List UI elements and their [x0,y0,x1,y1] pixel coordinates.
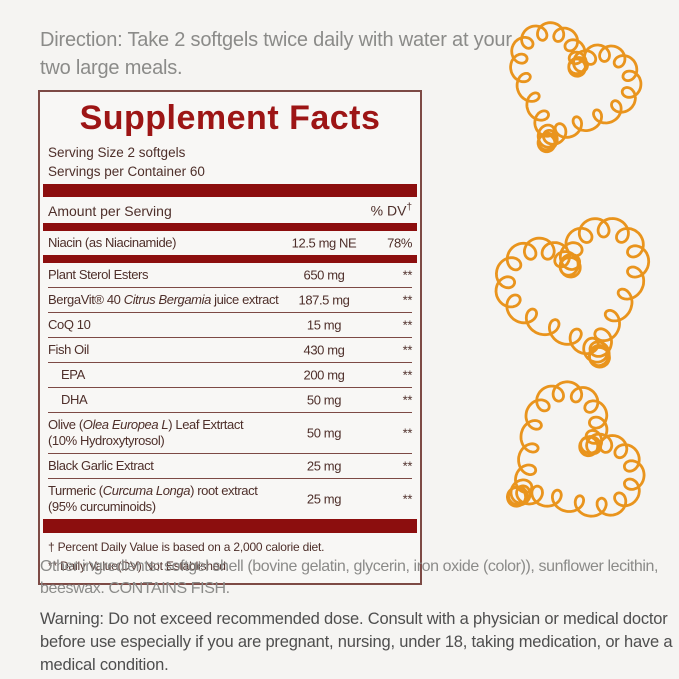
warning-text: Warning: Do not exceed recommended dose.… [40,610,673,675]
ingredient-amount: 200 mg [303,367,345,383]
divider-bar-thick [43,184,417,198]
ingredient-row-plant-sterol: Plant Sterol Esters 650 mg ** [48,263,412,287]
ingredient-amount: 187.5 mg [298,292,350,308]
ingredient-amount: 25 mg [306,491,342,507]
ingredient-dv: ** [402,342,413,358]
ingredient-amount: 15 mg [306,317,342,333]
ingredient-name: Black Garlic Extract [48,458,154,474]
ingredient-amount: 12.5 mg NE [291,235,357,251]
ingredient-dv: ** [402,392,413,408]
ingredient-dv: ** [402,267,413,283]
ingredient-amount: 50 mg [306,425,342,441]
divider-bar-medium [43,255,417,264]
ingredient-name: Fish Oil [48,342,89,358]
ingredient-name: CoQ 10 [48,317,91,333]
ingredient-row-black-garlic: Black Garlic Extract 25 mg ** [48,453,412,478]
footnotes: † Percent Daily Value is based on a 2,00… [48,533,412,575]
serving-size: Serving Size 2 softgels [48,145,186,161]
ingredient-dv: 78% [387,235,412,251]
ingredient-name: Plant Sterol Esters [48,267,149,283]
amount-per-serving-label: Amount per Serving [48,203,172,220]
footnote-dv-not-established: ** Daily Value(DV) Not Established. [48,558,229,573]
ingredient-name: BergaVit® 40 Citrus Bergamia juice extra… [48,292,279,308]
ingredient-dv: ** [402,367,413,383]
divider-bar-thick [43,519,417,534]
ingredient-row-turmeric: Turmeric (Curcuma Longa) root extract (9… [48,478,412,519]
ingredient-dv: ** [402,425,413,441]
ingredient-amount: 430 mg [303,342,345,358]
ingredient-name: Niacin (as Niacinamide) [48,235,177,251]
divider-bar-medium [43,223,417,232]
ingredient-row-dha: DHA 50 mg ** [48,387,412,412]
ingredient-row-coq10: CoQ 10 15 mg ** [48,312,412,337]
ingredient-row-bergavit: BergaVit® 40 Citrus Bergamia juice extra… [48,287,412,312]
servings-per-container: Servings per Container 60 [48,164,205,180]
ingredient-dv: ** [402,317,413,333]
ingredient-row-epa: EPA 200 mg ** [48,362,412,387]
ingredient-amount: 650 mg [303,267,345,283]
ingredient-name: Olive (Olea Europea L) Leaf Extrtact (10… [48,417,244,449]
footnote-daily-value: † Percent Daily Value is based on a 2,00… [48,540,325,555]
dagger-symbol: † [406,202,412,214]
direction-text: Direction: Take 2 softgels twice daily w… [40,29,512,80]
ingredient-name: DHA [61,392,88,408]
other-ingredients-text: Other ingredients: softgel shell (bovine… [40,558,659,598]
ingredient-name: EPA [61,367,85,383]
ingredient-amount: 25 mg [306,458,342,474]
table-header-row: Amount per Serving % DV† [48,197,412,223]
ingredient-row-fish-oil: Fish Oil 430 mg ** [48,337,412,362]
ingredient-dv: ** [402,292,413,308]
supplement-facts-panel: Supplement Facts Serving Size 2 softgels… [38,90,422,586]
ingredient-name: Turmeric (Curcuma Longa) root extract (9… [48,483,258,515]
percent-dv-label: % DV† [370,202,412,220]
ingredient-dv: ** [402,491,413,507]
niacin-row: Niacin (as Niacinamide) 12.5 mg NE 78% [48,231,412,255]
ingredient-amount: 50 mg [306,392,342,408]
ingredient-row-olive-leaf: Olive (Olea Europea L) Leaf Extrtact (10… [48,412,412,453]
ingredient-dv: ** [402,458,413,474]
supplement-facts-title: Supplement Facts [79,99,381,137]
